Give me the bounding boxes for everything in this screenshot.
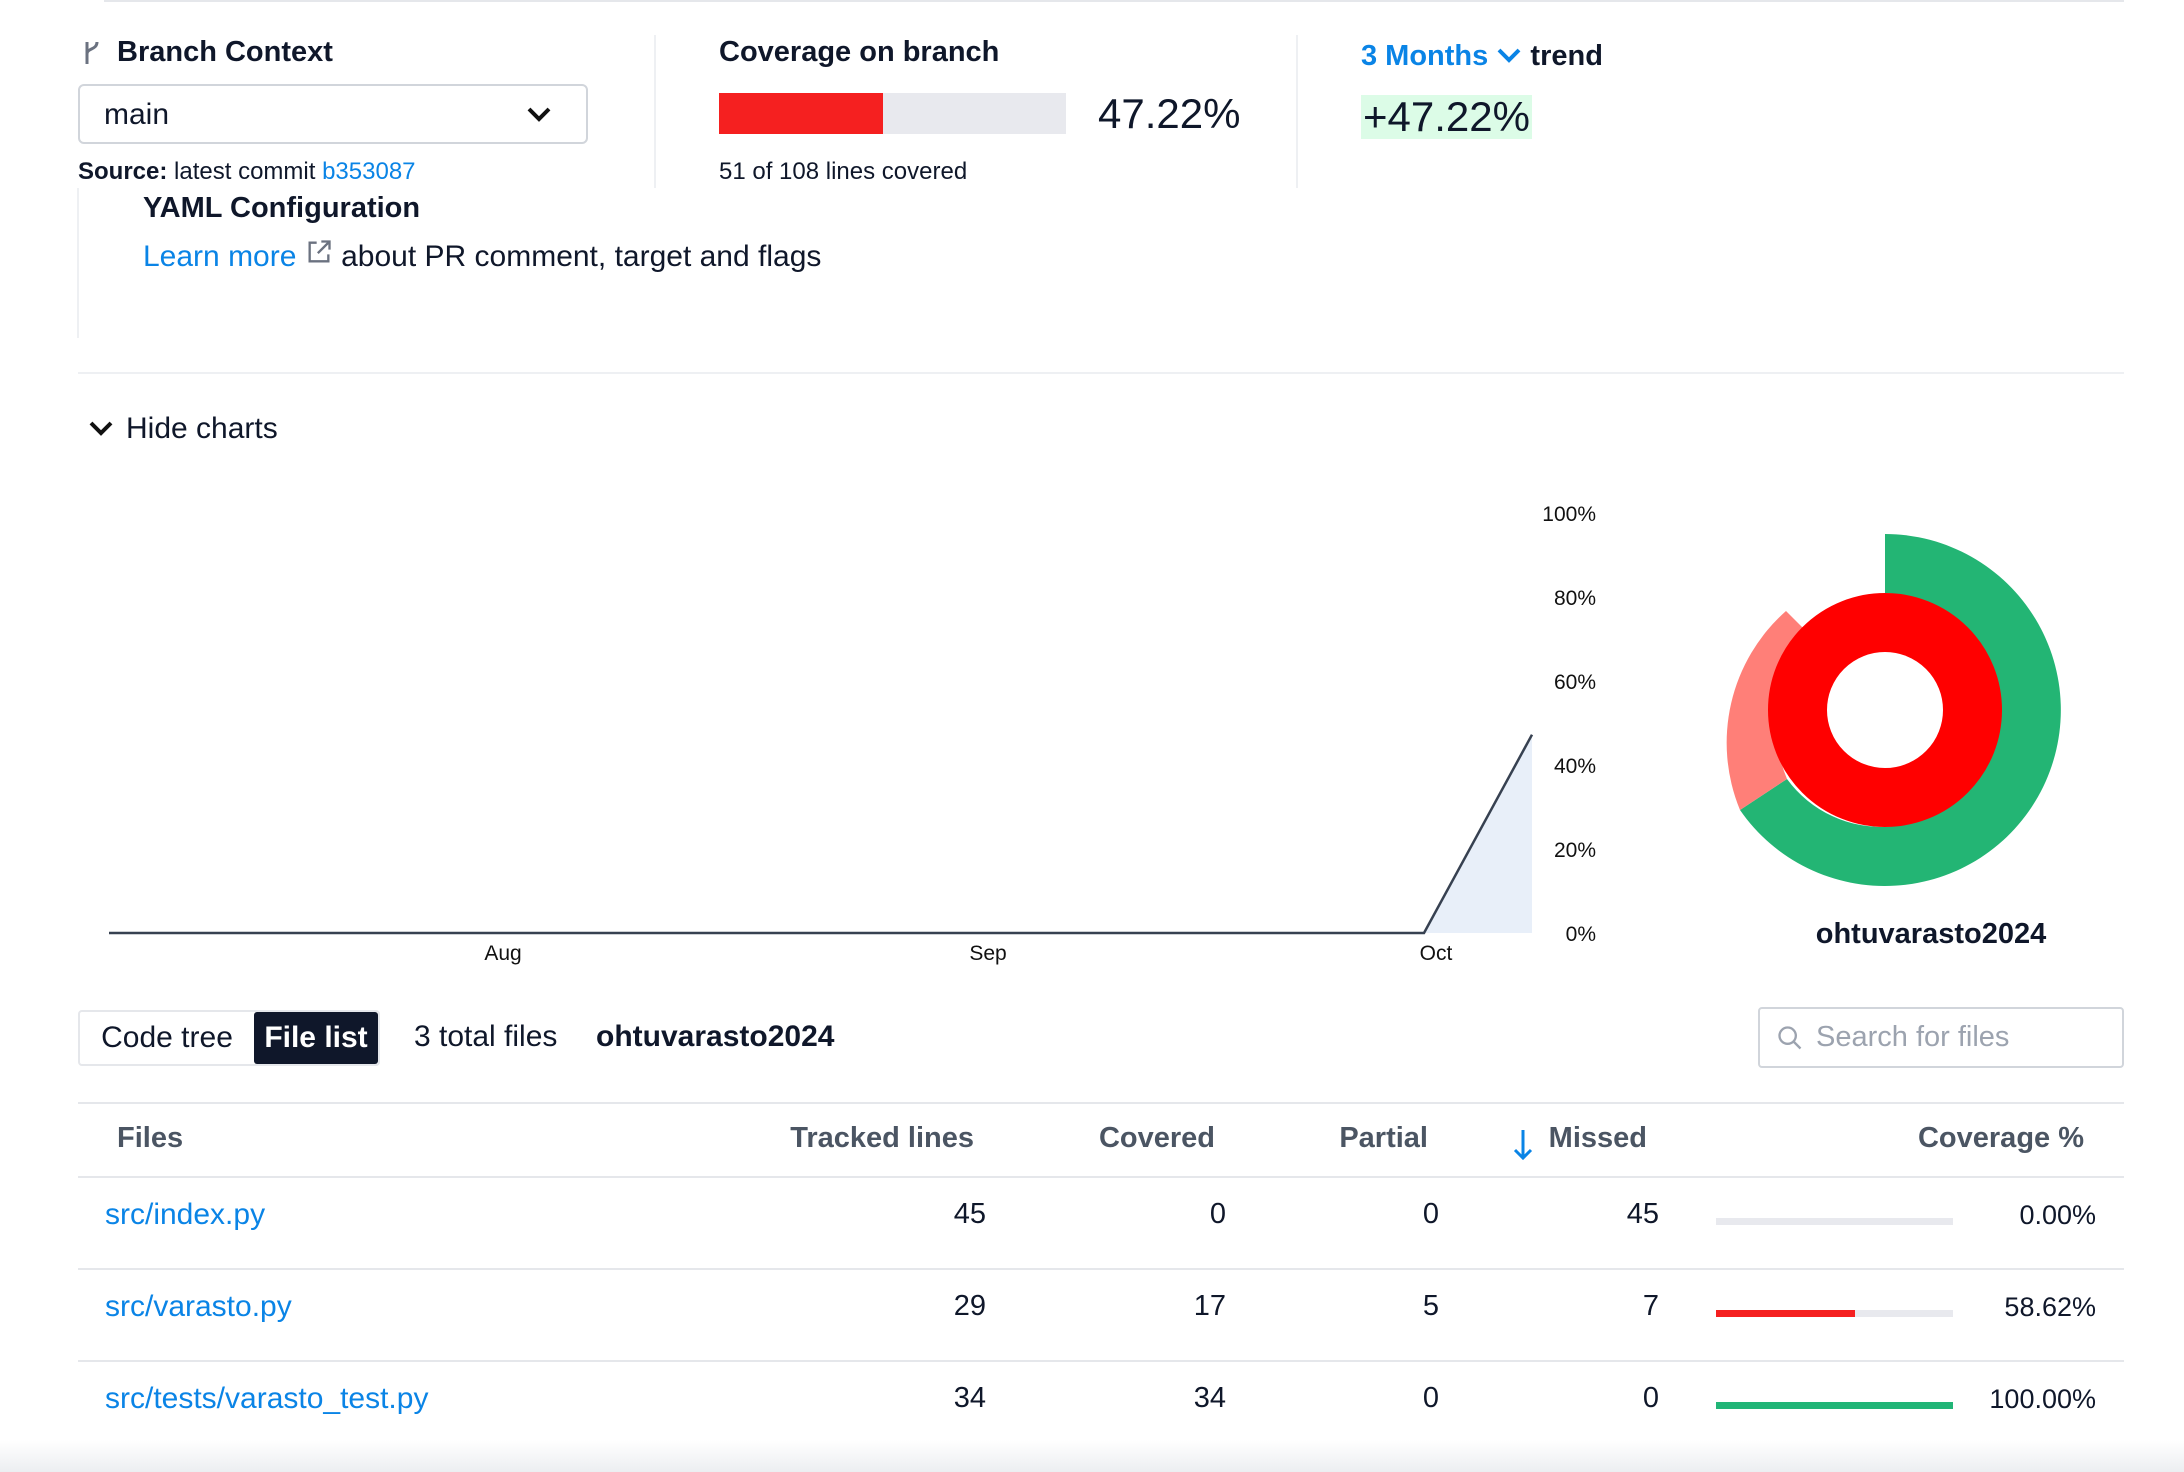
branch-select[interactable]: main xyxy=(78,84,588,144)
coverage-bar xyxy=(719,93,1066,134)
search-icon xyxy=(1778,1025,1802,1049)
coverage-bar xyxy=(1716,1310,1953,1317)
y-tick-label: 40% xyxy=(1554,755,1596,778)
x-tick-label: Oct xyxy=(1420,942,1453,965)
branch-select-value: main xyxy=(104,98,170,131)
header-tracked[interactable]: Tracked lines xyxy=(790,1122,974,1154)
total-files: 3 total files xyxy=(414,1020,558,1053)
missed-lines: 7 xyxy=(1642,1290,1659,1322)
coverage-bar xyxy=(1716,1218,1953,1225)
chevron-down-icon xyxy=(527,107,551,122)
external-link-icon[interactable] xyxy=(305,238,333,266)
y-tick-label: 60% xyxy=(1554,671,1596,694)
partial-lines: 0 xyxy=(1422,1198,1439,1230)
trend-line xyxy=(109,734,1534,935)
coverage-bar xyxy=(1716,1402,1953,1409)
bottom-fade xyxy=(0,1440,2184,1472)
sunburst-outer-covered xyxy=(1740,534,2061,886)
sunburst-label: ohtuvarasto2024 xyxy=(1815,918,2047,950)
sort-arrow-down-icon[interactable] xyxy=(1512,1128,1534,1162)
section-divider xyxy=(78,372,2124,374)
y-tick-label: 0% xyxy=(1566,923,1596,946)
header-missed[interactable]: Missed xyxy=(1548,1122,1647,1154)
partial-lines: 0 xyxy=(1422,1382,1439,1414)
divider xyxy=(77,188,79,338)
divider xyxy=(1296,35,1298,188)
commit-link[interactable]: b353087 xyxy=(322,158,416,185)
repo-name: ohtuvarasto2024 xyxy=(596,1020,835,1053)
divider xyxy=(654,35,656,188)
coverage-percent: 47.22% xyxy=(1098,90,1241,137)
tab-code-tree[interactable]: Code tree xyxy=(101,1021,233,1054)
header-line xyxy=(78,1176,2124,1178)
top-divider xyxy=(104,0,2124,2)
tracked-lines: 34 xyxy=(953,1382,986,1414)
coverage-trend-chart: Aug Sep Oct 0% 20% 40% 60% 80% 100% xyxy=(109,503,1596,965)
y-tick-label: 100% xyxy=(1542,503,1596,526)
search-input[interactable]: Search for files xyxy=(1758,1007,2124,1068)
y-tick-label: 80% xyxy=(1554,587,1596,610)
header-files[interactable]: Files xyxy=(117,1122,184,1154)
learn-more-link[interactable]: Learn more xyxy=(143,240,297,273)
covered-lines: 17 xyxy=(1193,1290,1226,1322)
tracked-lines: 29 xyxy=(953,1290,986,1322)
file-link[interactable]: src/varasto.py xyxy=(105,1290,292,1323)
header-covered[interactable]: Covered xyxy=(1098,1122,1215,1154)
branch-icon xyxy=(85,41,99,64)
lines-covered: 51 of 108 lines covered xyxy=(719,158,968,185)
row-divider xyxy=(78,1268,2124,1270)
partial-lines: 5 xyxy=(1422,1290,1439,1322)
chevron-down-icon[interactable] xyxy=(1496,47,1522,65)
yaml-title: YAML Configuration xyxy=(143,192,421,224)
tab-file-list[interactable]: File list xyxy=(254,1012,378,1064)
table-row: src/index.py 45 0 0 45 0.00% xyxy=(0,1198,2184,1248)
sunburst-inner-ring xyxy=(1768,593,2002,827)
row-divider xyxy=(78,1360,2124,1362)
tracked-lines: 45 xyxy=(953,1198,986,1230)
x-tick-label: Sep xyxy=(969,942,1006,965)
trend-period-select[interactable]: 3 Months xyxy=(1361,40,1489,72)
source-text: latest commit xyxy=(174,158,316,185)
y-tick-label: 20% xyxy=(1554,839,1596,862)
covered-lines: 0 xyxy=(1209,1198,1226,1230)
header-partial[interactable]: Partial xyxy=(1339,1122,1428,1154)
trend-label: trend xyxy=(1530,40,1603,72)
coverage-percent: 58.62% xyxy=(2004,1292,2096,1322)
file-link[interactable]: src/tests/varasto_test.py xyxy=(105,1382,429,1415)
sunburst-chart xyxy=(1726,534,2061,886)
table-row: src/tests/varasto_test.py 34 34 0 0 100.… xyxy=(0,1382,2184,1432)
covered-lines: 34 xyxy=(1193,1382,1226,1414)
missed-lines: 45 xyxy=(1626,1198,1659,1230)
coverage-percent: 100.00% xyxy=(1989,1384,2096,1414)
table-row: src/varasto.py 29 17 5 7 58.62% xyxy=(0,1290,2184,1340)
hide-charts-label: Hide charts xyxy=(126,412,278,445)
chevron-down-icon xyxy=(89,421,113,436)
x-tick-label: Aug xyxy=(484,942,521,965)
table-top-line xyxy=(78,1102,2124,1104)
hide-charts-toggle[interactable]: Hide charts xyxy=(88,412,278,446)
trend-change: +47.22% xyxy=(1361,93,1532,140)
missed-lines: 0 xyxy=(1642,1382,1659,1414)
source-label: Source: xyxy=(78,158,168,185)
branch-context-title: Branch Context xyxy=(117,36,333,68)
view-toggle: Code tree File list xyxy=(78,1010,380,1066)
coverage-percent: 0.00% xyxy=(2019,1200,2096,1230)
search-placeholder: Search for files xyxy=(1816,1021,2010,1053)
yaml-text: about PR comment, target and flags xyxy=(341,240,822,273)
file-link[interactable]: src/index.py xyxy=(105,1198,266,1231)
header-coverage[interactable]: Coverage % xyxy=(1917,1122,2084,1154)
coverage-title: Coverage on branch xyxy=(719,36,1000,68)
